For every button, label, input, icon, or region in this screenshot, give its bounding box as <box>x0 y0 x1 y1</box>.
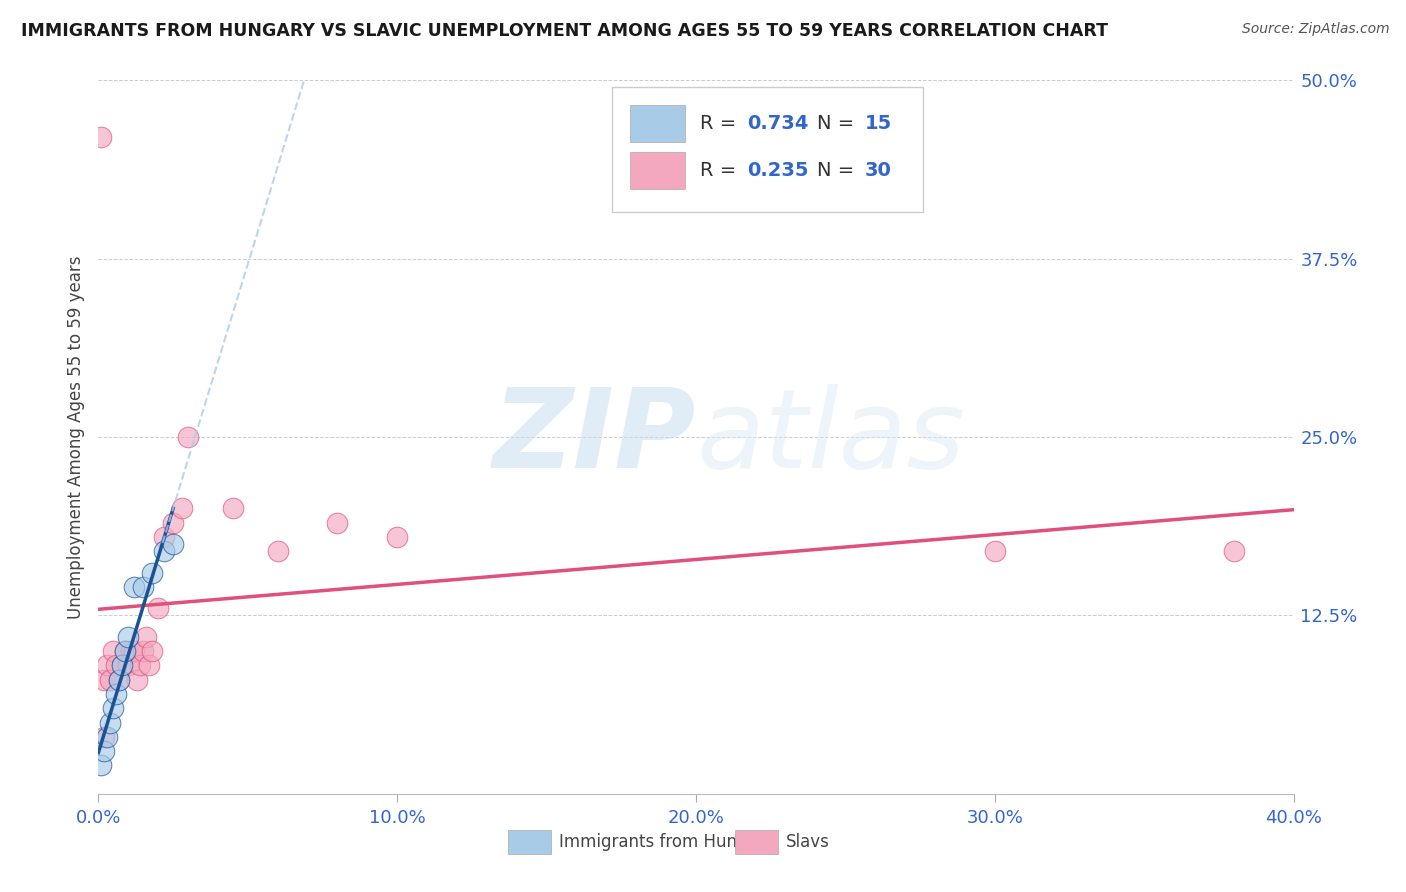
Point <box>103 701 125 715</box>
Point <box>172 501 194 516</box>
Point <box>114 644 136 658</box>
Point <box>96 730 118 744</box>
FancyBboxPatch shape <box>509 830 551 854</box>
Point <box>267 544 290 558</box>
Point <box>153 544 176 558</box>
Point <box>222 501 245 516</box>
Point <box>177 430 200 444</box>
Point <box>141 566 163 580</box>
Point <box>326 516 349 530</box>
Text: N =: N = <box>817 161 860 180</box>
FancyBboxPatch shape <box>613 87 922 212</box>
Y-axis label: Unemployment Among Ages 55 to 59 years: Unemployment Among Ages 55 to 59 years <box>66 255 84 619</box>
Point <box>162 516 184 530</box>
Point <box>105 658 128 673</box>
Point <box>108 673 131 687</box>
Point <box>148 601 170 615</box>
Text: IMMIGRANTS FROM HUNGARY VS SLAVIC UNEMPLOYMENT AMONG AGES 55 TO 59 YEARS CORRELA: IMMIGRANTS FROM HUNGARY VS SLAVIC UNEMPL… <box>21 22 1108 40</box>
Point <box>120 644 142 658</box>
Point <box>124 580 146 594</box>
Text: atlas: atlas <box>696 384 965 491</box>
FancyBboxPatch shape <box>630 104 685 142</box>
Point <box>93 673 115 687</box>
Point <box>103 644 125 658</box>
Point <box>90 758 112 772</box>
Point <box>153 530 176 544</box>
Text: 30: 30 <box>865 161 891 180</box>
Point <box>90 130 112 145</box>
Point <box>108 673 131 687</box>
Point <box>96 658 118 673</box>
Point <box>117 630 139 644</box>
Point <box>984 544 1007 558</box>
Point <box>98 715 122 730</box>
Point <box>105 687 128 701</box>
Point <box>93 744 115 758</box>
Point <box>1223 544 1246 558</box>
Text: ZIP: ZIP <box>492 384 696 491</box>
Text: R =: R = <box>700 113 742 133</box>
Text: 0.734: 0.734 <box>748 113 808 133</box>
Point <box>138 658 160 673</box>
Point <box>111 658 134 673</box>
Text: R =: R = <box>700 161 742 180</box>
FancyBboxPatch shape <box>735 830 779 854</box>
Point <box>129 658 152 673</box>
FancyBboxPatch shape <box>630 153 685 189</box>
Text: 15: 15 <box>865 113 891 133</box>
Point <box>124 644 146 658</box>
Point <box>93 730 115 744</box>
Point <box>141 644 163 658</box>
Text: Source: ZipAtlas.com: Source: ZipAtlas.com <box>1241 22 1389 37</box>
Point <box>162 537 184 551</box>
Point <box>114 644 136 658</box>
Text: Immigrants from Hungary: Immigrants from Hungary <box>558 833 773 851</box>
Point <box>117 658 139 673</box>
Text: 0.235: 0.235 <box>748 161 808 180</box>
Text: Slavs: Slavs <box>786 833 830 851</box>
Point <box>111 658 134 673</box>
Point <box>135 630 157 644</box>
Point <box>132 644 155 658</box>
Point <box>98 673 122 687</box>
Point <box>385 530 409 544</box>
Point <box>127 673 149 687</box>
Point <box>132 580 155 594</box>
Text: N =: N = <box>817 113 860 133</box>
